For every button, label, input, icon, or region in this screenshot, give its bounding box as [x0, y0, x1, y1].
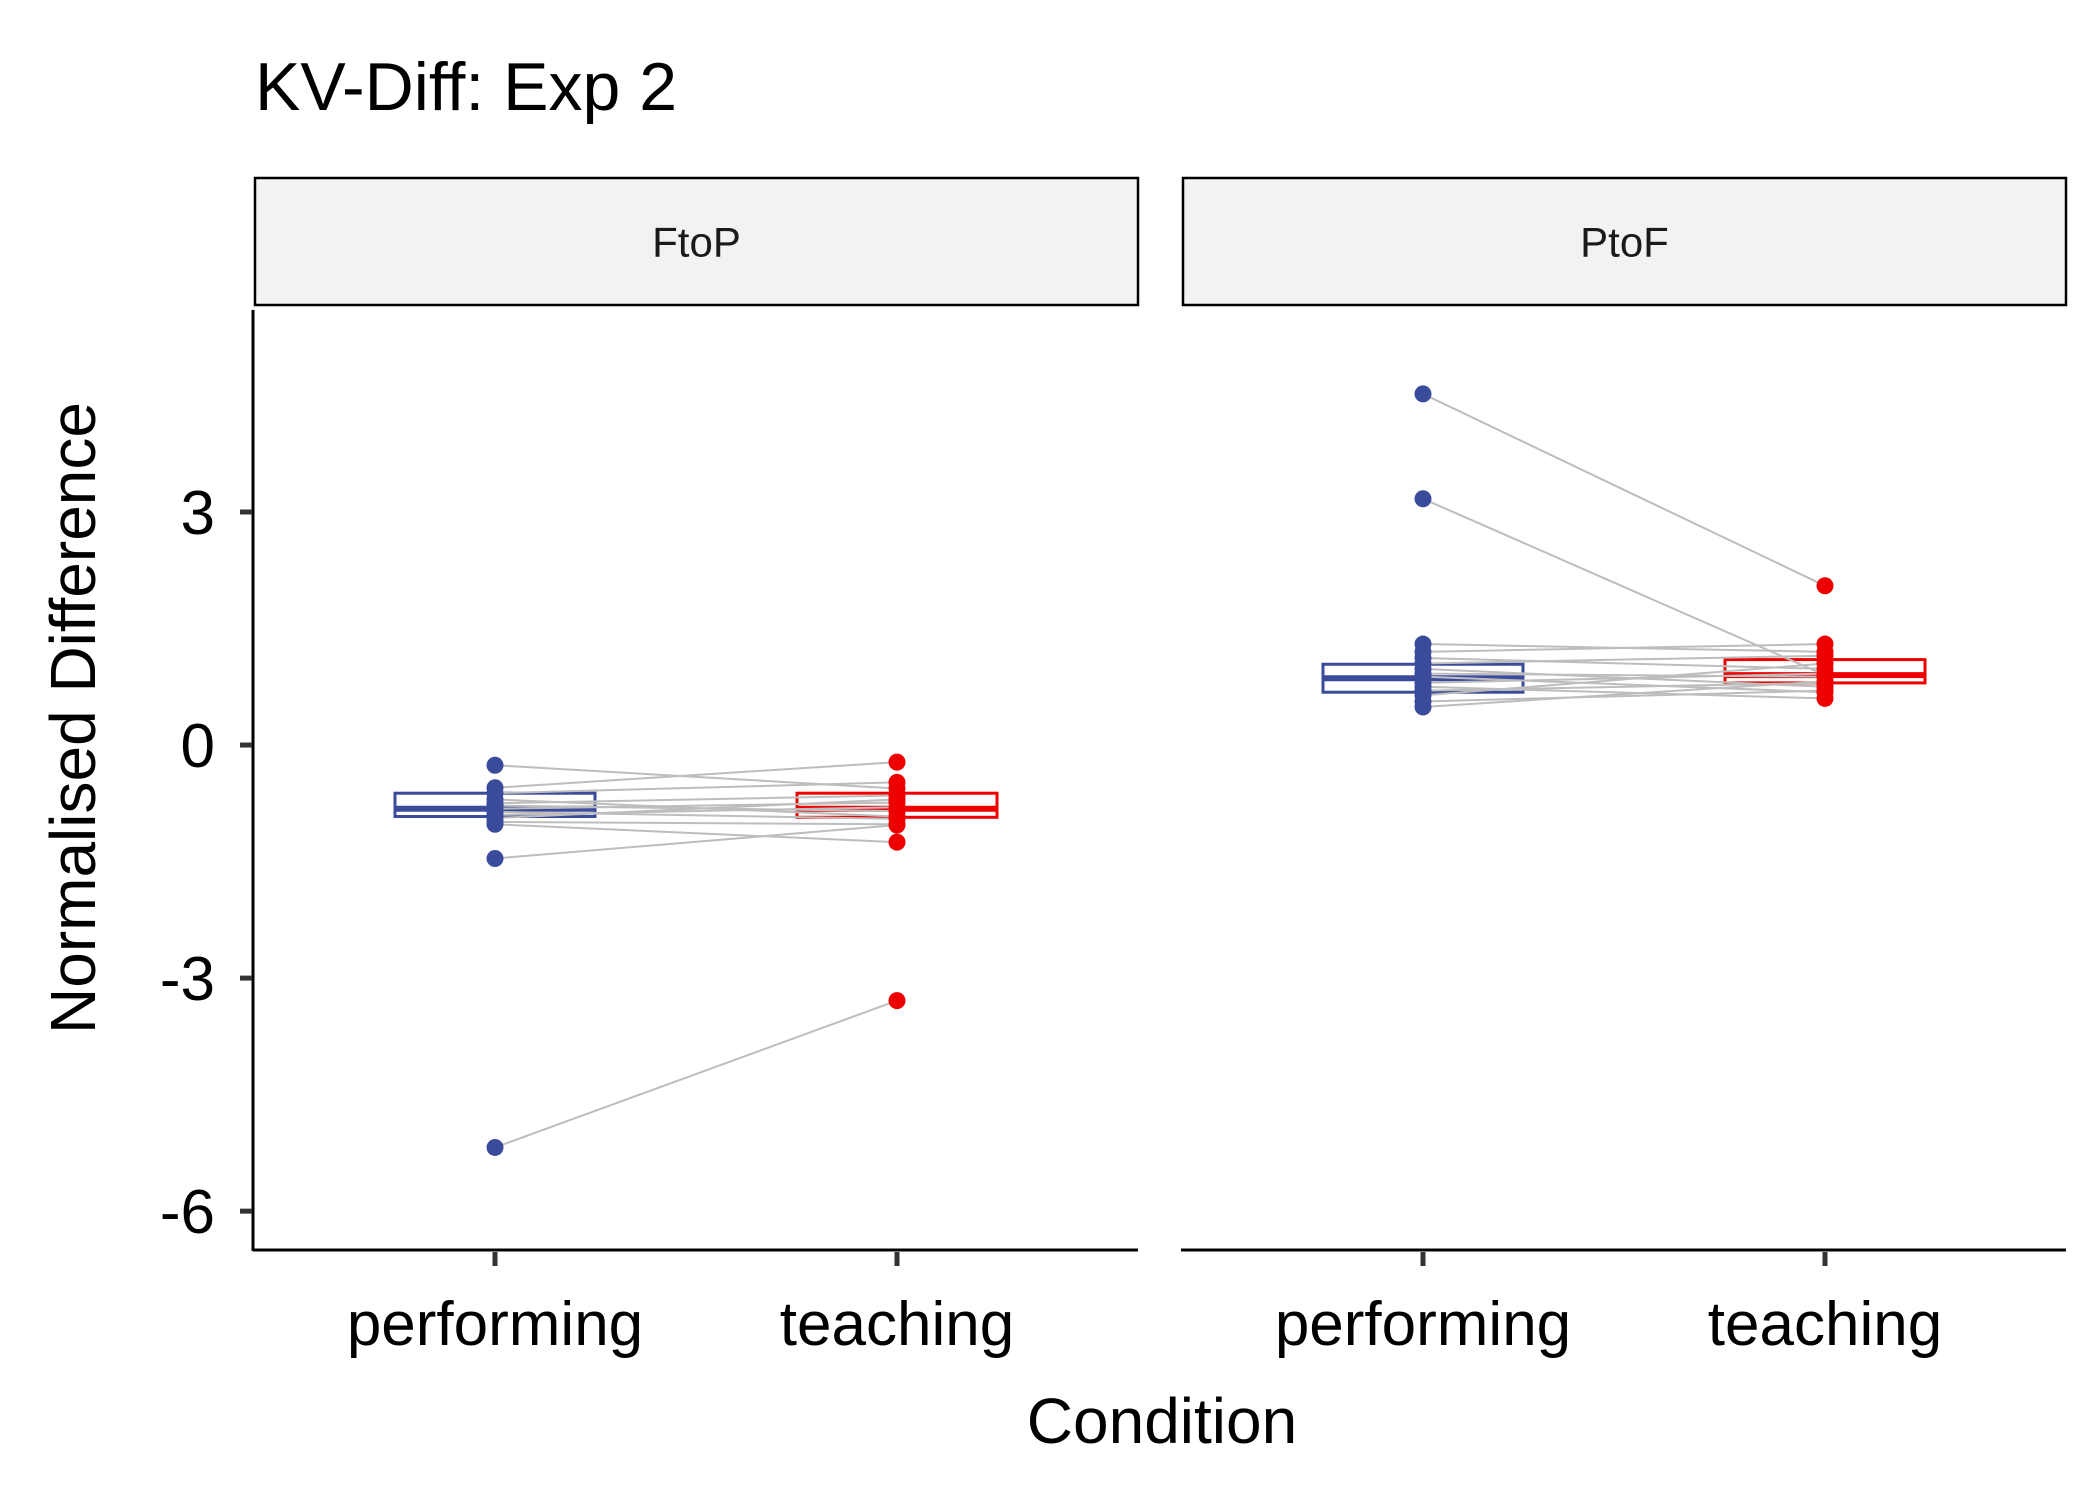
y-axis-label: Normalised Difference: [37, 402, 109, 1034]
point-teaching: [1816, 577, 1834, 595]
pair-line: [1422, 689, 1826, 703]
panel-ftop: FtoP performing teaching: [253, 176, 1140, 1359]
pair-line: [494, 798, 898, 820]
pair-line: [1422, 675, 1826, 694]
point-teaching: [1816, 672, 1834, 690]
x-tick-label: teaching: [1708, 1290, 1942, 1359]
pair-line: [494, 801, 898, 810]
y-tick-label: -6: [160, 1178, 215, 1247]
point-performing: [486, 849, 504, 867]
pair-line: [494, 823, 898, 844]
point-teaching: [888, 753, 906, 771]
point-performing: [486, 815, 504, 833]
point-teaching: [888, 816, 906, 834]
pair-line: [1422, 662, 1826, 697]
facet-label: FtoP: [652, 219, 741, 266]
point-performing: [1414, 490, 1432, 508]
pair-line: [1422, 657, 1826, 670]
facet-strip: [253, 176, 1140, 307]
pair-line: [494, 806, 898, 816]
point-teaching: [888, 790, 906, 808]
facet-label: PtoF: [1580, 219, 1669, 266]
pair-line: [1422, 680, 1826, 708]
y-tick-label: -3: [160, 945, 215, 1014]
pair-line: [1422, 392, 1826, 587]
pair-line: [494, 761, 898, 789]
point-teaching: [888, 992, 906, 1010]
y-tick-label: 3: [181, 479, 215, 548]
point-teaching: [888, 833, 906, 851]
point-performing: [1414, 698, 1432, 716]
point-teaching: [888, 773, 906, 791]
x-axis-label: Condition: [1027, 1385, 1297, 1457]
point-teaching: [1816, 654, 1834, 672]
x-tick-label: performing: [1275, 1290, 1571, 1359]
facet-strip: [1181, 176, 2068, 307]
pair-line: [1422, 672, 1826, 684]
point-performing: [486, 756, 504, 774]
pair-line: [494, 764, 898, 790]
x-tick-label: teaching: [780, 1290, 1014, 1359]
pair-line: [1422, 672, 1826, 678]
point-teaching: [1816, 635, 1834, 653]
pair-line: [1422, 654, 1826, 665]
pair-line: [494, 794, 898, 805]
panel-ptof: PtoF performing teaching: [1181, 176, 2068, 1359]
chart-title: KV-Diff: Exp 2: [255, 49, 677, 125]
y-axis: 3 0 -3 -6: [160, 310, 255, 1251]
point-performing: [486, 1138, 504, 1156]
pair-line: [494, 820, 898, 826]
point-performing: [1414, 385, 1432, 403]
x-tick-label: performing: [347, 1290, 643, 1359]
y-tick-label: 0: [181, 712, 215, 781]
pair-line: [494, 781, 898, 795]
pair-line: [494, 824, 898, 860]
pair-line: [494, 999, 898, 1149]
pair-line: [1422, 643, 1826, 653]
